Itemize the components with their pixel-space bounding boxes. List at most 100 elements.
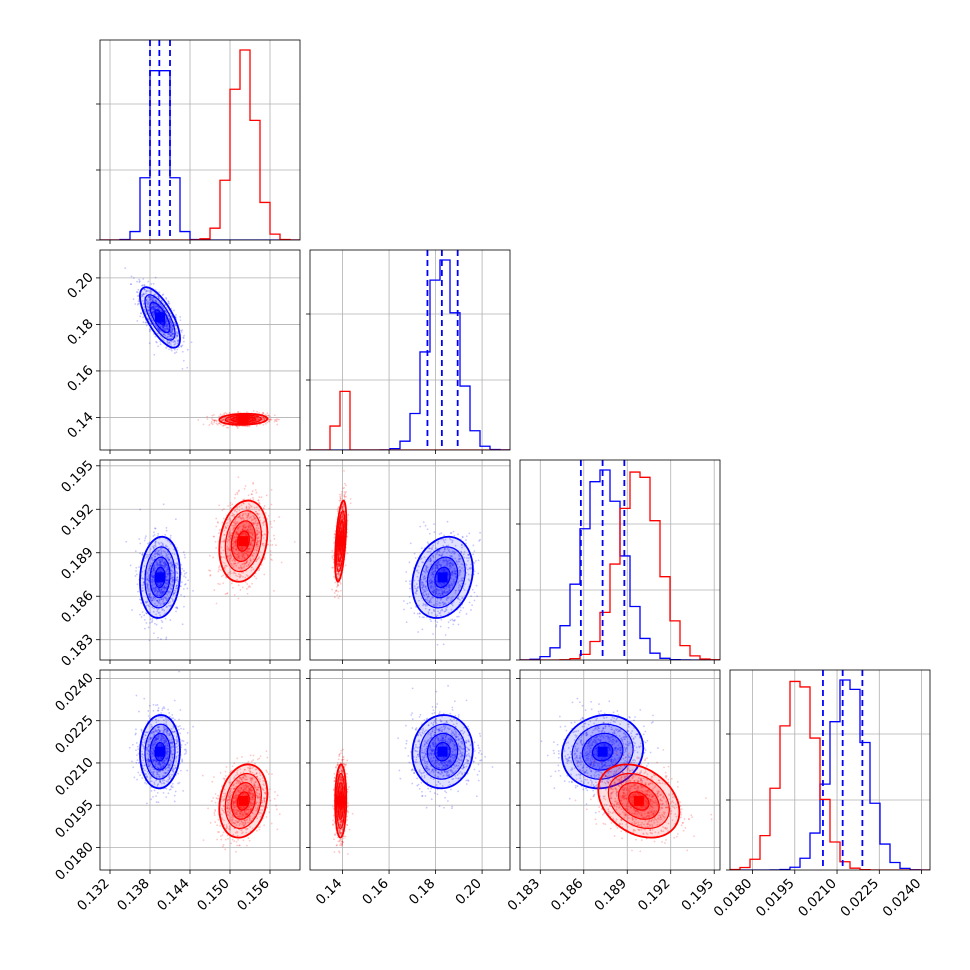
sample-point [155, 304, 158, 307]
sample-point [218, 415, 221, 418]
sample-point [237, 573, 240, 575]
sample-point [244, 576, 247, 579]
sample-point [451, 564, 454, 567]
sample-point [239, 546, 242, 549]
sample-point [171, 329, 174, 332]
sample-point [141, 295, 144, 298]
sample-point [151, 562, 154, 565]
sample-point [273, 534, 275, 537]
sample-point [267, 414, 270, 417]
sample-point [145, 299, 148, 301]
sample-point [425, 587, 428, 590]
sample-point [163, 567, 166, 569]
sample-point [339, 499, 342, 502]
sample-point [156, 610, 159, 613]
sample-point [280, 561, 283, 564]
sample-point [440, 538, 443, 541]
sample-point [151, 312, 154, 315]
sample-point [224, 526, 227, 529]
sample-point [439, 582, 442, 585]
sample-point [426, 596, 429, 599]
sample-point [164, 533, 167, 536]
sample-point [151, 575, 154, 578]
sample-point [182, 551, 185, 553]
sample-point [146, 301, 148, 304]
sample-point [164, 617, 167, 620]
sample-point [215, 420, 218, 423]
sample-point [164, 327, 166, 330]
sample-point [149, 298, 152, 301]
sample-point [153, 353, 156, 356]
sample-point [448, 596, 450, 599]
sample-point [148, 296, 151, 299]
sample-point [160, 619, 163, 622]
sample-point [425, 594, 428, 596]
sample-point [137, 300, 140, 303]
sample-point [163, 601, 166, 604]
sample-point [233, 497, 236, 499]
sample-point [235, 574, 238, 577]
sample-point [436, 614, 439, 617]
sample-point [168, 590, 171, 593]
sample-point [231, 546, 234, 549]
sample-point [243, 526, 246, 528]
sample-point [443, 548, 446, 551]
sample-point [255, 544, 258, 547]
sample-point [233, 524, 236, 527]
sample-point [253, 552, 256, 555]
sample-point [442, 591, 445, 594]
sample-point [142, 293, 145, 296]
sample-point [163, 587, 166, 590]
sample-point [141, 577, 144, 580]
sample-point [130, 283, 132, 286]
sample-point [438, 592, 440, 595]
sample-point [248, 506, 251, 509]
sample-point [236, 533, 239, 535]
sample-point [169, 537, 172, 539]
sample-point [156, 341, 158, 344]
sample-point [176, 335, 178, 337]
sample-point [162, 338, 165, 341]
sample-point [423, 616, 425, 619]
sample-point [183, 554, 186, 556]
sample-point [218, 422, 220, 425]
sample-point [258, 541, 261, 544]
sample-point [255, 512, 258, 515]
sample-point [232, 546, 235, 549]
sample-point [454, 557, 457, 560]
sample-point [152, 293, 155, 296]
sample-point [230, 572, 232, 575]
sample-point [150, 296, 153, 298]
sample-point [176, 584, 178, 587]
sample-point [153, 568, 156, 571]
sample-point [253, 575, 256, 578]
sample-point [447, 621, 450, 624]
sample-point [149, 297, 151, 299]
sample-point [233, 418, 236, 421]
sample-point [157, 570, 160, 573]
sample-point [232, 521, 235, 524]
sample-point [257, 533, 260, 535]
sample-point [232, 527, 235, 530]
sample-point [460, 579, 463, 582]
sample-point [145, 572, 148, 575]
sample-point [223, 412, 226, 415]
sample-point [226, 524, 229, 527]
sample-point [236, 533, 239, 535]
sample-point [453, 572, 456, 575]
sample-point [251, 540, 253, 543]
sample-point [154, 300, 157, 303]
sample-point [159, 591, 162, 593]
sample-point [236, 531, 238, 534]
sample-point [170, 576, 173, 579]
sample-point [237, 526, 240, 529]
sample-point [165, 564, 168, 566]
sample-point [165, 321, 168, 324]
sample-point [341, 506, 344, 509]
sample-point [168, 541, 171, 543]
sample-point [443, 548, 446, 551]
sample-point [150, 621, 153, 624]
peak-marker [155, 572, 165, 583]
sample-point [421, 586, 424, 589]
sample-point [141, 284, 143, 287]
